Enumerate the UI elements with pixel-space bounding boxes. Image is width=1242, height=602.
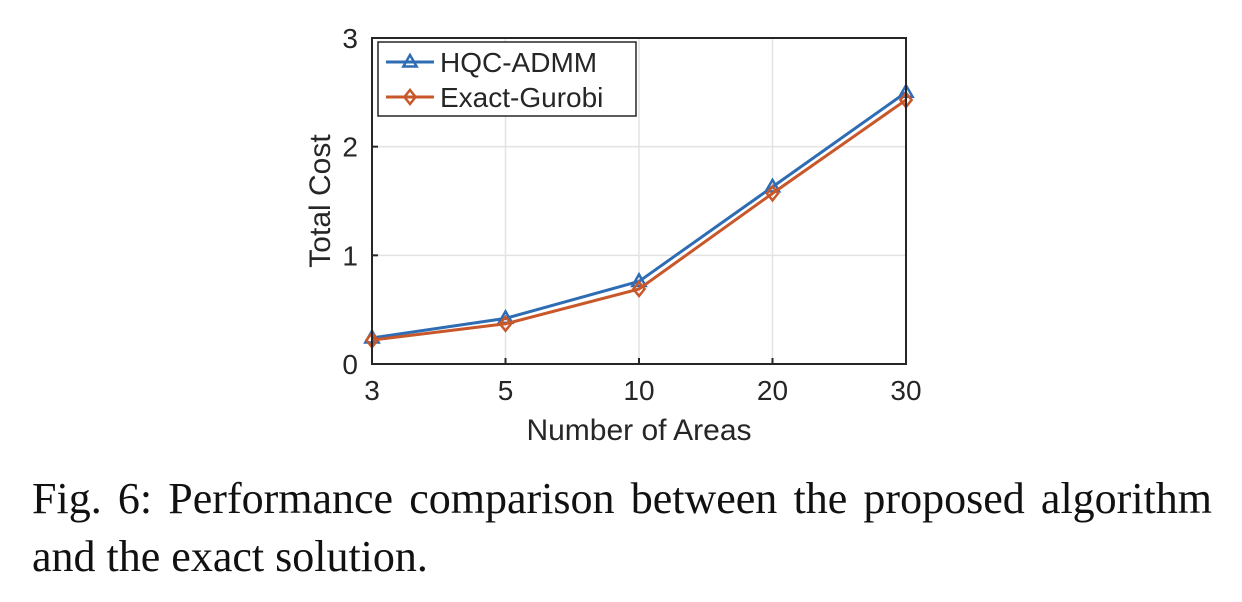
diamond-marker (765, 184, 780, 203)
legend-items: HQC-ADMM Exact-Gurobi (386, 47, 603, 113)
x-tick-label: 5 (498, 375, 514, 406)
diamond-marker (631, 280, 647, 299)
y-tick-label: 3 (342, 23, 358, 54)
legend-box (377, 41, 637, 117)
x-tick-label: 30 (890, 375, 921, 406)
diamond-marker (498, 314, 513, 333)
diamond-marker (402, 87, 418, 107)
x-tick-label: 10 (623, 375, 654, 406)
series-layer (363, 82, 915, 350)
y-tick-label: 0 (342, 349, 358, 380)
legend: HQC-ADMM Exact-Gurobi (377, 41, 637, 117)
legend-item: HQC-ADMM (386, 47, 597, 78)
legend-item: Exact-Gurobi (386, 82, 603, 113)
y-tick-label: 2 (342, 132, 358, 163)
triangle-marker (401, 52, 419, 68)
triangle-marker (763, 177, 782, 193)
triangle-marker (630, 271, 648, 288)
y-axis-label: Total Cost (304, 134, 337, 268)
y-tick-label: 1 (342, 240, 358, 271)
x-axis-label: Number of Areas (526, 414, 751, 447)
axis-ticks: 3 5 10 20 30 0 1 2 3 (342, 23, 921, 406)
legend-label: HQC-ADMM (440, 47, 597, 78)
figure-caption: Fig. 6: Performance comparison between t… (32, 474, 1212, 581)
chart-figure: 3 5 10 20 30 0 1 2 3 Number of Areas Total Cost … (304, 23, 922, 447)
x-tick-label: 3 (364, 375, 380, 406)
series-line (371, 98, 907, 342)
legend-label: Exact-Gurobi (440, 82, 603, 113)
x-tick-label: 20 (757, 375, 788, 406)
